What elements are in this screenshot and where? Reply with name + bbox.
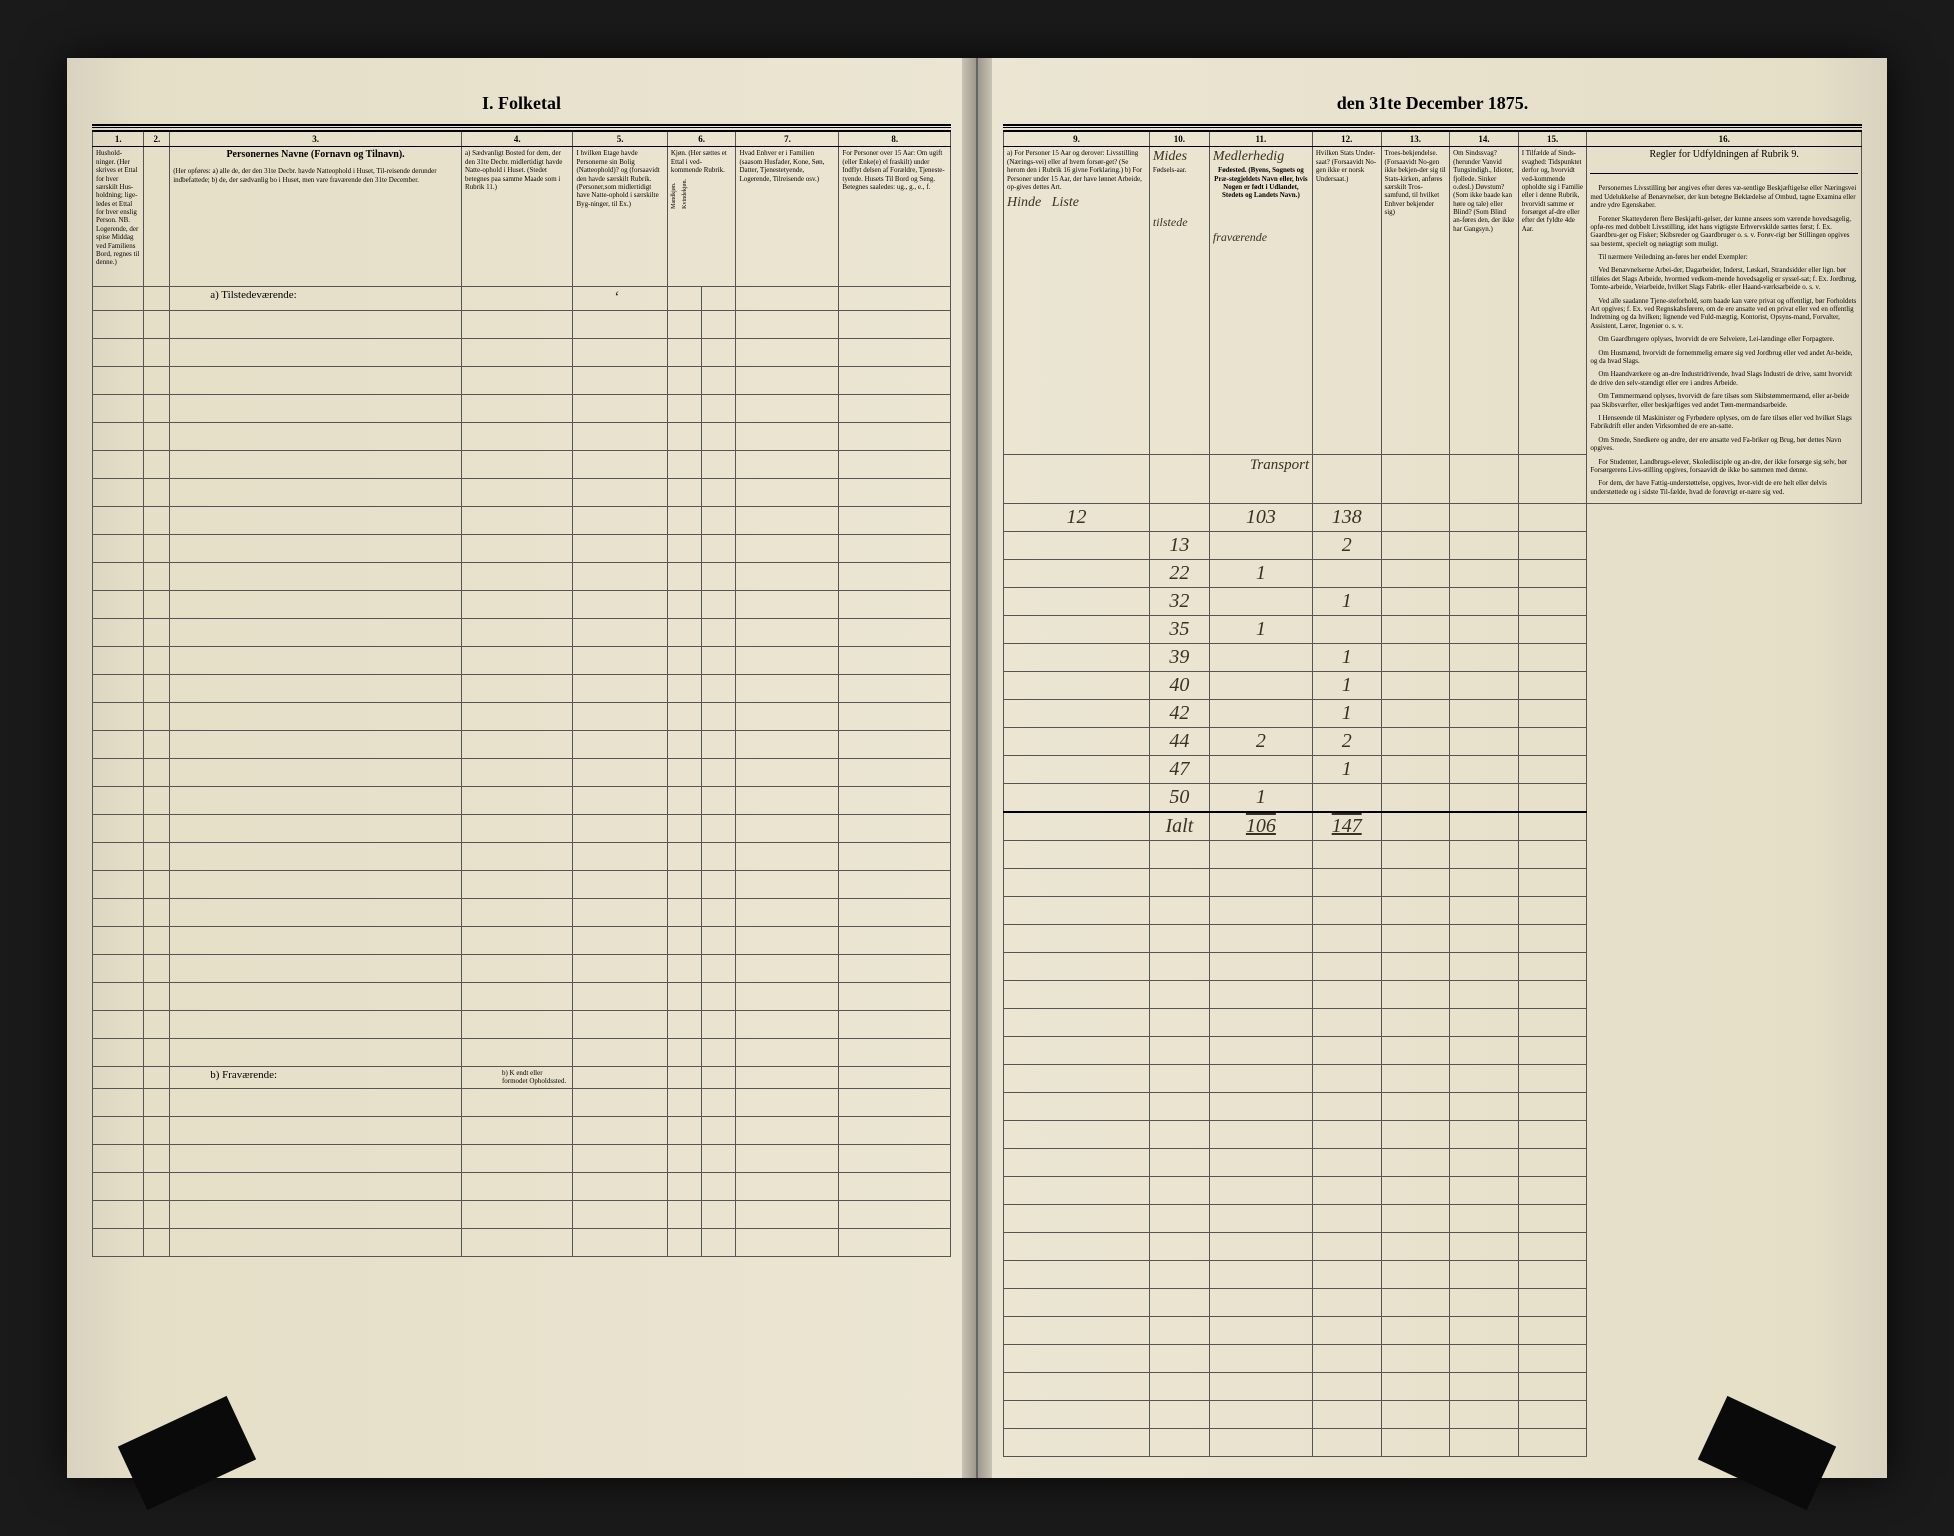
ledger-right: 9. 10. 11. 12. 13. 14. 15. 16. a) For Pe… xyxy=(1003,130,1862,1457)
colnum: 3. xyxy=(170,131,462,147)
page-title-right: den 31te December 1875. xyxy=(1003,93,1862,114)
table-row: 321 xyxy=(1004,588,1862,616)
table-row: 4422 xyxy=(1004,728,1862,756)
rules-paragraph: Om Smede, Snedkere og andre, der ere ans… xyxy=(1590,436,1858,453)
colnum: 13. xyxy=(1381,131,1450,147)
right-page: den 31te December 1875. 9. 10. 11. 12. 1… xyxy=(978,58,1887,1478)
hdr-c5: I hvilken Etage havde Personerne sin Bol… xyxy=(573,147,667,287)
hdr-c7: Hvad Enhver er i Familien (saasom Husfad… xyxy=(736,147,839,287)
table-row: 471 xyxy=(1004,756,1862,784)
book-spread: I. Folketal 1. 2. 3. 4. 5. 6. 7. 8. Hush… xyxy=(67,58,1887,1478)
table-row: 391 xyxy=(1004,644,1862,672)
colnum: 1. xyxy=(93,131,144,147)
section-b-note: b) K endt eller formodet Opholdssted. xyxy=(461,1066,573,1088)
hdr-c6: Kjøn. (Her sættes et Ettal i ved-kommend… xyxy=(667,147,736,287)
hdr-c8: For Personer over 15 Aar: Om ugift (elle… xyxy=(839,147,951,287)
table-row: 501 xyxy=(1004,784,1862,813)
rules-paragraph: Om Tømmermænd oplyses, hvorvidt de fare … xyxy=(1590,392,1858,409)
colnum: 4. xyxy=(461,131,573,147)
ledger-left: 1. 2. 3. 4. 5. 6. 7. 8. Hushold-ninger. … xyxy=(92,130,951,1257)
hdr-c2 xyxy=(144,147,170,287)
table-row: 351 xyxy=(1004,616,1862,644)
colnum: 10. xyxy=(1149,131,1209,147)
rules-paragraph: Om Haandværkere og an-dre Industridriven… xyxy=(1590,370,1858,387)
colnum: 5. xyxy=(573,131,667,147)
hdr-c12: Hvilken Stats Under-saat? (Forsaavidt No… xyxy=(1312,147,1381,455)
colnum: 6. xyxy=(667,131,736,147)
colnum: 11. xyxy=(1209,131,1312,147)
hdr-c3: Personernes Navne (Fornavn og Tilnavn). … xyxy=(170,147,462,287)
table-row: 12103138 xyxy=(1004,504,1862,532)
rules-paragraph: Forener Skatteyderen flere Beskjæfti-gel… xyxy=(1590,215,1858,249)
colnum: 8. xyxy=(839,131,951,147)
total-c11: 106 xyxy=(1209,812,1312,841)
colnum: 9. xyxy=(1004,131,1150,147)
colnum: 16. xyxy=(1587,131,1862,147)
rules-paragraph: Til nærmere Veiledning an-føres her ende… xyxy=(1590,253,1858,261)
rules-paragraph: Ved alle saadanne Tjene-steforhold, som … xyxy=(1590,297,1858,331)
section-a: a) Tilstedeværende: xyxy=(170,287,462,310)
colnum: 15. xyxy=(1518,131,1587,147)
transport-label: Transport xyxy=(1209,455,1312,504)
rules-paragraph: For Studenter, Landbrugs-elever, Skoledi… xyxy=(1590,458,1858,475)
rules-column: Regler for Udfyldningen af Rubrik 9. Per… xyxy=(1587,147,1862,504)
rules-paragraph: Personernes Livsstilling bør angives eft… xyxy=(1590,184,1858,209)
table-row: 132 xyxy=(1004,532,1862,560)
hdr-c9: a) For Personer 15 Aar og derover: Livss… xyxy=(1004,147,1150,455)
colnum: 2. xyxy=(144,131,170,147)
rules-paragraph: I Henseende til Maskinister og Fyrbødere… xyxy=(1590,414,1858,431)
hdr-c15: I Tilfælde af Sinds-svaghed: Tidspunktet… xyxy=(1518,147,1587,455)
colnum: 7. xyxy=(736,131,839,147)
rules-paragraph: Ved Benævnelserne Arbei-der, Dagarbeider… xyxy=(1590,266,1858,291)
table-row: 421 xyxy=(1004,700,1862,728)
colnum: 12. xyxy=(1312,131,1381,147)
section-b: b) Fraværende: xyxy=(170,1066,462,1088)
hdr-c10: Mides Fødsels-aar. tilstede xyxy=(1149,147,1209,455)
left-page: I. Folketal 1. 2. 3. 4. 5. 6. 7. 8. Hush… xyxy=(67,58,978,1478)
hdr-c13: Troes-bekjendelse. (Forsaavidt No-gen ik… xyxy=(1381,147,1450,455)
rules-paragraph: Om Husmænd, hvorvidt de fornemmelig ernæ… xyxy=(1590,349,1858,366)
page-title-left: I. Folketal xyxy=(92,93,951,114)
hdr-c11: Medlerhedig Fødested. (Byens, Sognets og… xyxy=(1209,147,1312,455)
table-row: 221 xyxy=(1004,560,1862,588)
colnum: 14. xyxy=(1450,131,1519,147)
rules-paragraph: Om Gaardbrugere oplyses, hvorvidt de ere… xyxy=(1590,335,1858,343)
rules-paragraph: For dem, der have Fattig-understøttelse,… xyxy=(1590,479,1858,496)
total-label: Ialt xyxy=(1149,812,1209,841)
total-c12: 147 xyxy=(1312,812,1381,841)
hdr-c4: a) Sædvanligt Bosted for dem, der den 31… xyxy=(461,147,573,287)
table-row: 401 xyxy=(1004,672,1862,700)
hdr-c14: Om Sindssvag? (herunder Vanvid Tungsindi… xyxy=(1450,147,1519,455)
hdr-c1: Hushold-ninger. (Her skrives et Ettal fo… xyxy=(93,147,144,287)
